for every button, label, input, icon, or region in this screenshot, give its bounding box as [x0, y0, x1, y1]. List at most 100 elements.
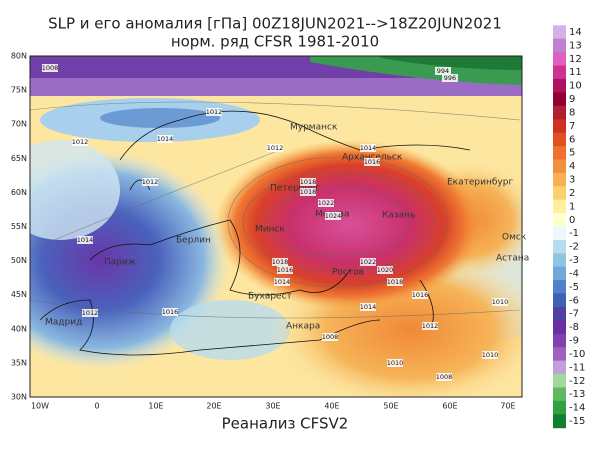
colorbar-label: -8: [569, 322, 579, 333]
colorbar-swatch: [553, 146, 566, 160]
isobar-label: 1010: [387, 359, 404, 367]
isobar-label: 1008: [322, 333, 339, 341]
isobar-label-bg: [277, 266, 293, 274]
isobar-label: 1024: [325, 212, 342, 220]
lon-label: 40E: [324, 402, 339, 411]
colorbar-swatch: [553, 186, 566, 201]
colorbar-label: 11: [569, 67, 582, 78]
colorbar-swatch: [553, 105, 566, 120]
lat-label: 50N: [11, 256, 27, 265]
isobar-label: 1014: [77, 236, 94, 244]
isobar-label: 1010: [482, 351, 499, 359]
isobar-label: 1022: [318, 199, 335, 207]
colorbar-swatch: [553, 320, 566, 335]
colorbar-label: 12: [569, 54, 582, 65]
isobar-label-bg: [442, 74, 458, 82]
labels: 80N 75N 70N 65N 60N 55N 50N 45N 40N 35N 30N 10W 0 10E…: [11, 52, 529, 411]
city-label: Екатеринбург: [447, 178, 513, 188]
lat-label: 70N: [11, 120, 27, 129]
isobar-label: 1018: [387, 278, 404, 286]
colorbar-swatch: [553, 293, 566, 308]
colorbar-swatch: [553, 78, 566, 93]
colorbar-label: -14: [569, 403, 585, 414]
isobar-label-bg: [360, 258, 376, 266]
isobar-label-bg: [77, 236, 93, 244]
lat-label: 45N: [11, 290, 27, 299]
colorbar-label: 10: [569, 81, 582, 92]
city-label: Мадрид: [45, 318, 82, 328]
isobar-label: 1016: [162, 308, 179, 316]
isobar-label: 1018: [300, 188, 317, 196]
isobar-label: 1012: [422, 322, 439, 330]
isobar-label: 1012: [206, 108, 223, 116]
colorbar-label: 14: [569, 27, 582, 38]
isobar-label-bg: [360, 144, 376, 152]
colorbar-label: -2: [569, 242, 579, 253]
isobar-label: 1008: [436, 373, 453, 381]
isobar-label: 1014: [360, 303, 377, 311]
colorbar-label: 2: [569, 188, 575, 199]
isobar-label-bg: [82, 309, 98, 317]
colorbar-label: -1: [569, 228, 579, 239]
lon-label: 10E: [148, 402, 163, 411]
colorbar-label: -5: [569, 282, 579, 293]
colorbar-swatch: [553, 52, 566, 67]
colorbar-label: -3: [569, 255, 579, 266]
colorbar-label: -4: [569, 268, 579, 279]
lon-label: 0: [94, 402, 99, 411]
colorbar-swatch: [553, 374, 566, 388]
footer: Реанализ CFSV2: [222, 415, 349, 433]
colorbar-label: -15: [569, 416, 585, 427]
colorbar-swatch: [553, 266, 566, 281]
isobar-label-bg: [72, 138, 88, 146]
city-label: Казань: [382, 211, 415, 221]
colorbar-swatch: [553, 333, 566, 348]
colorbar-swatch: [553, 199, 566, 214]
isobar-label: 1014: [157, 135, 174, 143]
isobar-label-bg: [300, 188, 316, 196]
colorbar-swatch: [553, 253, 566, 268]
colorbar-label: 7: [569, 121, 575, 132]
isobar-label-bg: [492, 298, 508, 306]
lat-label: 60N: [11, 188, 27, 197]
colorbar-label: 1: [569, 201, 575, 212]
colorbar-label: -9: [569, 336, 579, 347]
isobar-label: 1020: [377, 266, 394, 274]
isobar-label: 994: [437, 67, 449, 75]
colorbar-swatch: [553, 38, 566, 53]
isobar-label-bg: [157, 135, 173, 143]
isobar-label: 1016: [412, 291, 429, 299]
isobar-label-bg: [142, 178, 158, 186]
isobar-label: 1014: [274, 278, 291, 286]
isobar-label: 1012: [142, 178, 159, 186]
isobar-label-bg: [206, 108, 222, 116]
lat-label: 35N: [11, 358, 27, 367]
colorbar-label: -11: [569, 362, 585, 373]
isobar-label: 1012: [72, 138, 89, 146]
map-frame: [29, 55, 523, 398]
colorbar-label: -10: [569, 349, 585, 360]
isobar-label-bg: [435, 67, 451, 75]
city-label: Архангельск: [342, 153, 403, 163]
colorbar-swatch: [553, 92, 566, 107]
colorbar-swatch: [553, 387, 566, 402]
isobar-label-bg: [325, 212, 341, 220]
city-label: Петербург: [270, 184, 320, 194]
city-label: Минск: [255, 225, 285, 235]
isobar-label: 1012: [267, 144, 284, 152]
colorbar-swatch: [553, 119, 566, 134]
isobar-label: 1022: [360, 258, 377, 266]
isobar-label: 1016: [364, 158, 381, 166]
colorbar-swatch: [553, 347, 566, 362]
colorbar-swatch: [553, 159, 566, 174]
lon-label: 60E: [442, 402, 457, 411]
isobar-label-bg: [267, 144, 283, 152]
isobar-label-bg: [360, 303, 376, 311]
isobar-label-bg: [436, 373, 452, 381]
isobar-label-bg: [422, 322, 438, 330]
colorbar-arrow-top: [553, 26, 566, 32]
colorbar-label: -7: [569, 309, 579, 320]
isobar-label-bg: [364, 158, 380, 166]
colorbar-swatch: [553, 213, 566, 227]
lat-label: 75N: [11, 86, 27, 95]
